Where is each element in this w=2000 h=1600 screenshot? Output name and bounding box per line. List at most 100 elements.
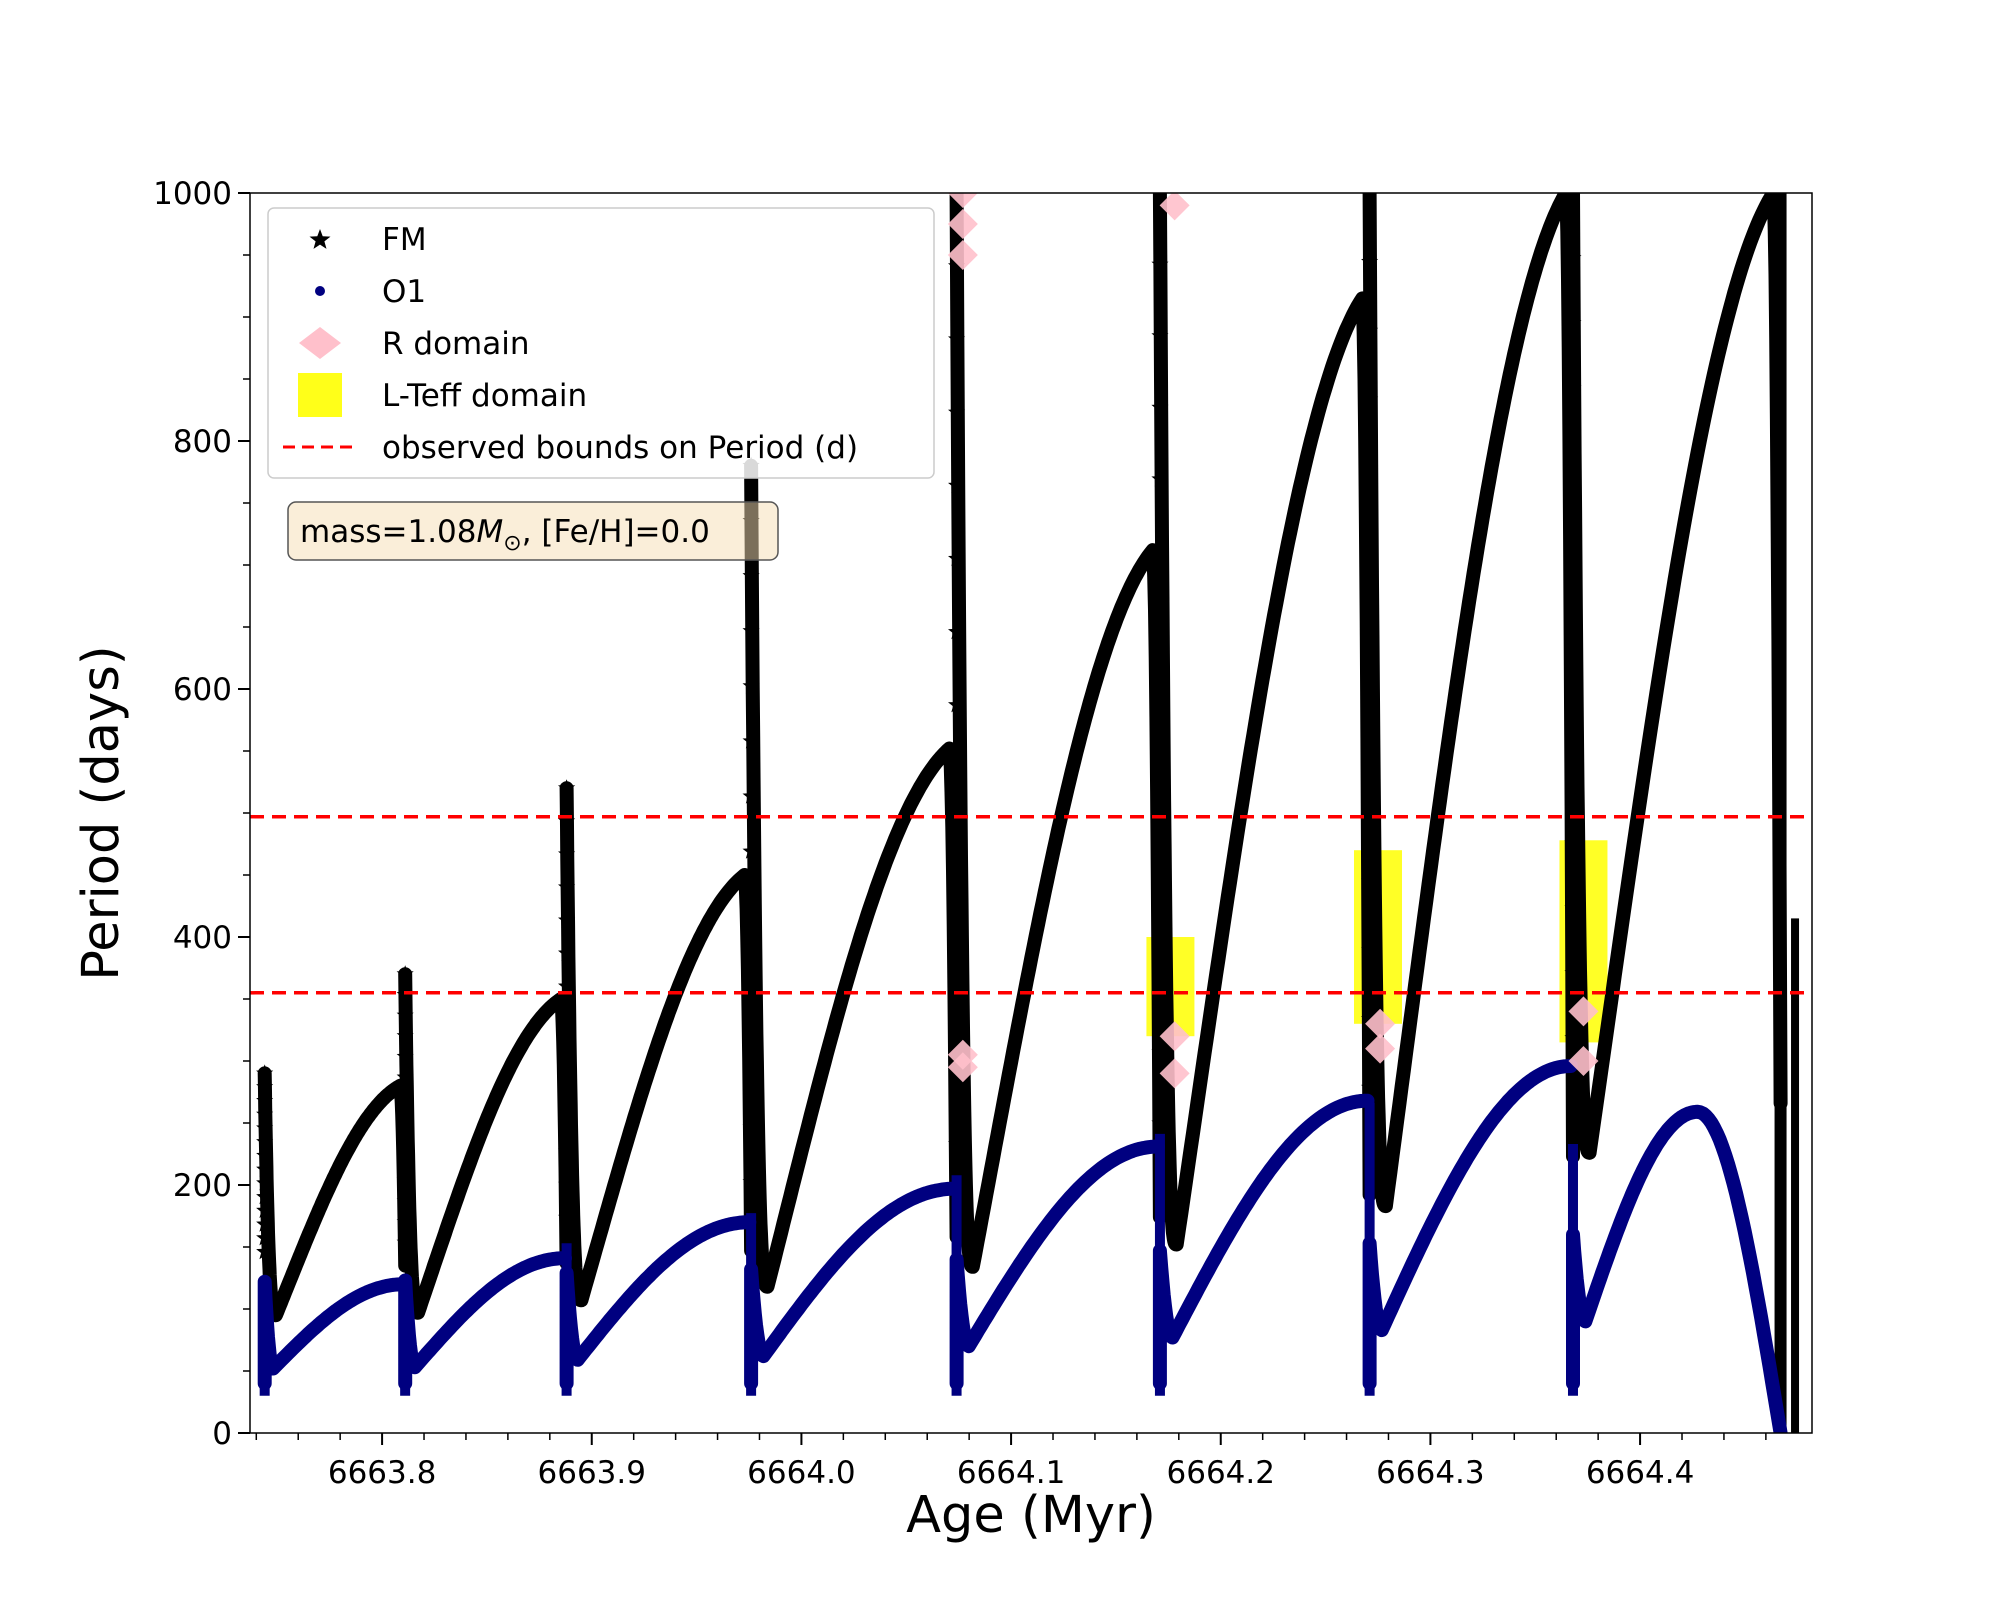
fm-spike-star bbox=[256, 1146, 274, 1164]
fm-spike-star bbox=[948, 549, 966, 567]
fm-spike-star bbox=[1361, 596, 1379, 614]
legend-l-teff-marker-icon bbox=[298, 373, 342, 417]
fm-spike-star bbox=[1564, 1029, 1582, 1046]
fm-spike-star bbox=[948, 1135, 966, 1152]
o1-track-3 bbox=[744, 1181, 962, 1391]
fm-spike-star bbox=[1361, 252, 1379, 270]
fm-spike-star bbox=[742, 567, 760, 584]
legend-o1-label: O1 bbox=[382, 274, 426, 310]
fm-spike-star bbox=[396, 1047, 414, 1064]
fm-cycle-3 bbox=[742, 456, 964, 1294]
y-tick-label: 600 bbox=[173, 672, 232, 708]
fm-spike-star bbox=[1151, 398, 1169, 415]
fm-spike-star bbox=[256, 1105, 274, 1122]
fm-track-6 bbox=[1362, 193, 1580, 1214]
info-metallicity: , [Fe/H]=0.0 bbox=[522, 514, 710, 550]
fm-spike-star bbox=[948, 623, 966, 640]
fm-spike-star bbox=[1361, 803, 1379, 820]
fm-spike-star bbox=[742, 952, 760, 969]
fm-spike-star bbox=[558, 911, 576, 928]
fm-cycle-5 bbox=[1151, 193, 1377, 1252]
info-box: mass=1.08M⊙, [Fe/H]=0.0 bbox=[287, 501, 779, 561]
fm-spike-star bbox=[1361, 1009, 1379, 1027]
fm-spike-star bbox=[1151, 613, 1169, 630]
fm-spike-star bbox=[396, 1027, 414, 1044]
x-axis-label: Age (Myr) bbox=[906, 1486, 1156, 1545]
fm-spike-star bbox=[396, 1109, 414, 1126]
fm-spike-star bbox=[948, 769, 966, 786]
legend-fm-label: FM bbox=[382, 222, 427, 258]
y-tick-label: 200 bbox=[173, 1168, 232, 1204]
fm-spike-star bbox=[558, 1043, 576, 1060]
r-domain-point-4 bbox=[947, 193, 978, 208]
fm-spike-star bbox=[558, 1175, 576, 1192]
fm-spike-star bbox=[1564, 314, 1582, 331]
o1-cycle-5 bbox=[1152, 1093, 1375, 1396]
legend-r-domain-marker-icon bbox=[299, 327, 341, 359]
fm-track-3 bbox=[744, 458, 964, 1294]
fm-spike-star bbox=[1361, 1078, 1379, 1095]
info-text: mass=1.08M⊙, [Fe/H]=0.0 bbox=[300, 514, 710, 556]
fm-spike-star bbox=[1564, 379, 1582, 396]
fm-spike-star bbox=[1151, 971, 1169, 988]
o1-cycle-4 bbox=[949, 1139, 1165, 1396]
legend: FM O1 R domain L-Teff domain observed bo… bbox=[267, 207, 935, 479]
fm-spike-star bbox=[1361, 665, 1379, 682]
fm-spike-star bbox=[948, 696, 966, 713]
y-tick-label: 0 bbox=[212, 1416, 232, 1452]
fm-spike-star bbox=[256, 1091, 274, 1109]
o1-cycle-2 bbox=[559, 1215, 757, 1396]
o1-track-2 bbox=[559, 1215, 757, 1391]
y-tick-label: 400 bbox=[173, 920, 232, 956]
fm-spike-star bbox=[1151, 828, 1169, 845]
fm-spike-star bbox=[396, 1192, 414, 1209]
legend-o1-marker-icon bbox=[315, 286, 325, 296]
o1-cycle-1 bbox=[398, 1251, 572, 1396]
r-domain-point-6 bbox=[1159, 1021, 1190, 1052]
o1-cycle-3 bbox=[744, 1181, 962, 1396]
fm-spike-star bbox=[396, 1212, 414, 1230]
fm-spike-star bbox=[948, 915, 966, 932]
fm-spike-star bbox=[1564, 574, 1582, 591]
fm-spike-star bbox=[1564, 444, 1582, 461]
fm-spike-star bbox=[1361, 528, 1379, 545]
fm-spike-star bbox=[396, 1089, 414, 1106]
o1-cycle-7 bbox=[1566, 1104, 1788, 1433]
info-mass-prefix: mass=1.08 bbox=[300, 514, 477, 550]
x-tick-label: 6663.8 bbox=[328, 1455, 436, 1491]
r-domain-point-7 bbox=[1159, 193, 1190, 221]
fm-spike-star bbox=[1564, 249, 1582, 266]
legend-r-domain-label: R domain bbox=[382, 326, 530, 362]
legend-l-teff-label: L-Teff domain bbox=[382, 378, 587, 414]
r-domain-point-9 bbox=[1365, 1008, 1396, 1039]
o1-series-layer bbox=[257, 1059, 1788, 1433]
fm-spike-star bbox=[256, 1078, 274, 1095]
fm-spike-star bbox=[1151, 541, 1169, 559]
y-tick-label: 1000 bbox=[153, 176, 232, 212]
fm-spike-star bbox=[1151, 756, 1169, 773]
o1-track-1 bbox=[398, 1251, 572, 1391]
fm-spike-star bbox=[742, 677, 760, 694]
fm-spike-star bbox=[1151, 255, 1169, 272]
fm-spike-star bbox=[742, 897, 760, 914]
fm-spike-star bbox=[742, 732, 760, 749]
fm-spike-star bbox=[256, 1064, 274, 1081]
o1-track-4 bbox=[949, 1139, 1165, 1391]
fm-spike-star bbox=[1151, 1114, 1169, 1131]
fm-track-5 bbox=[1152, 193, 1377, 1252]
fm-spike-star bbox=[256, 1119, 274, 1136]
x-tick-label: 6664.1 bbox=[957, 1455, 1065, 1491]
fm-spike-star bbox=[396, 1068, 414, 1085]
fm-spike-star bbox=[1567, 193, 1579, 201]
fm-spike-star bbox=[256, 1201, 274, 1218]
fm-spike-star bbox=[256, 1133, 274, 1150]
x-tick-label: 6664.3 bbox=[1376, 1455, 1484, 1491]
fm-spike-star bbox=[1151, 327, 1169, 344]
fm-spike-star bbox=[396, 1233, 414, 1250]
r-domain-layer bbox=[947, 193, 1599, 1089]
fm-spike-star bbox=[396, 1006, 414, 1023]
fm-spike-star bbox=[742, 1117, 760, 1135]
fm-track-2 bbox=[559, 781, 759, 1308]
fm-spike-star bbox=[1361, 321, 1379, 338]
fm-spike-star bbox=[948, 403, 966, 420]
